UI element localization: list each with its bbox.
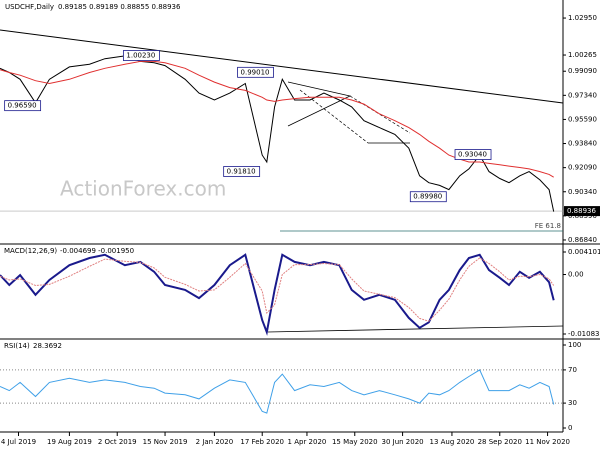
macd-title: MACD(12,26,9) <box>4 247 57 255</box>
x-tick-label: 30 Jun 2020 <box>382 438 424 446</box>
y-tick-label: 0 <box>568 424 572 432</box>
y-tick-label: 30 <box>568 399 577 407</box>
x-tick-label: 1 Apr 2020 <box>288 438 327 446</box>
y-tick-label: 0.97340 <box>568 91 597 99</box>
y-tick-label: 0.90340 <box>568 188 597 196</box>
channel-dash <box>299 89 369 144</box>
y-tick-label: 0.004101 <box>568 248 600 256</box>
x-tick-label: 15 May 2020 <box>332 438 378 446</box>
rsi-title: RSI(14) <box>4 342 30 350</box>
y-tick-label: 70 <box>568 366 577 374</box>
y-tick-label: 0.00 <box>568 271 584 279</box>
last-price-tag <box>564 206 600 217</box>
annotation-label: 0.93040 <box>458 151 487 159</box>
annotation-box <box>122 50 160 61</box>
x-tick-label: 2 Jan 2020 <box>196 438 234 446</box>
annotation-box <box>4 100 42 112</box>
series-line <box>0 253 555 336</box>
y-tick-label: 0.92090 <box>568 164 597 172</box>
annotation-label: 0.89980 <box>413 193 442 201</box>
y-tick-label: 1.00265 <box>568 51 597 59</box>
series-line <box>0 55 555 212</box>
watermark: ActionForex.com <box>60 177 226 201</box>
series-line <box>0 257 555 322</box>
ohlc-readout: 0.89185 0.89189 0.88855 0.88936 <box>58 3 181 11</box>
x-tick-label: 4 Jul 2019 <box>1 438 36 446</box>
last-price-label: 0.88936 <box>567 207 596 215</box>
annotation-label: 0.96590 <box>8 102 37 110</box>
trendline <box>0 29 564 104</box>
annotation-box <box>223 166 261 177</box>
x-tick-label: 13 Aug 2020 <box>430 438 475 446</box>
annotation-box <box>237 66 274 78</box>
x-tick-label: 15 Nov 2019 <box>143 438 188 446</box>
annotation-box <box>409 191 447 203</box>
y-tick-label: 100 <box>568 341 581 349</box>
macd-trendline <box>267 325 564 333</box>
price-title: USDCHF,Daily <box>5 3 54 11</box>
y-tick-label: -0.010833 <box>568 330 600 338</box>
annotation-label: 1.00230 <box>126 52 155 60</box>
y-tick-label: 0.99090 <box>568 67 597 75</box>
x-tick-label: 28 Sep 2020 <box>478 438 522 446</box>
series-line <box>0 369 555 414</box>
y-tick-label: 0.95590 <box>568 115 597 123</box>
x-tick-label: 19 Aug 2019 <box>47 438 92 446</box>
x-tick-label: 2 Oct 2019 <box>98 438 137 446</box>
annotation-label: 0.91810 <box>227 168 256 176</box>
fe-label: FE 61.8 <box>535 222 561 230</box>
y-tick-label: 1.02950 <box>568 14 597 22</box>
rsi-readout: 28.3692 <box>33 342 62 350</box>
annotation-label: 0.99010 <box>241 68 270 76</box>
x-tick-label: 11 Nov 2020 <box>525 438 570 446</box>
y-tick-label: 0.93840 <box>568 140 597 148</box>
annotation-box <box>454 149 492 160</box>
macd-readout: -0.004699 -0.001950 <box>60 247 134 255</box>
y-tick-label: 0.86840 <box>568 236 597 244</box>
x-tick-label: 17 Feb 2020 <box>240 438 284 446</box>
series-line <box>0 60 554 178</box>
